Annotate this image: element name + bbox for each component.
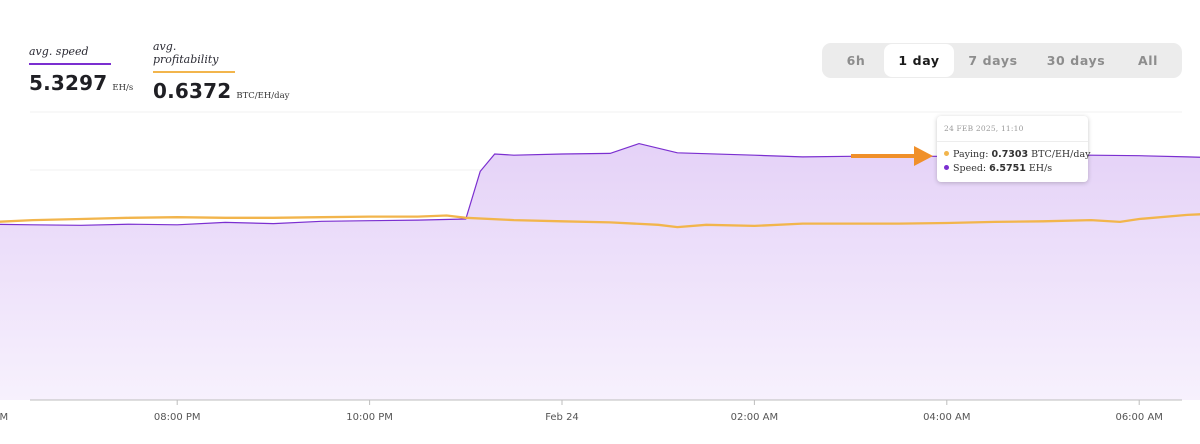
tooltip-speed-value: 6.5751 [989, 163, 1026, 174]
tooltip-paying-row: Paying: 0.7303 BTC/EH/day [944, 149, 1091, 160]
arrow-annotation [851, 146, 933, 166]
range-6h-button[interactable]: 6h [846, 53, 866, 68]
tooltip-divider [937, 141, 1088, 142]
x-tick-label: 02:00 AM [731, 412, 778, 423]
time-range-selector: 6h 1 day 7 days 30 days All [822, 43, 1182, 78]
tooltip-paying-label: Paying: [953, 149, 989, 160]
avg-speed-stat: avg. speed 5.3297 EH/s [29, 40, 133, 95]
tooltip-speed-row: Speed: 6.5751 EH/s [944, 163, 1052, 174]
range-7-days-button[interactable]: 7 days [968, 53, 1018, 68]
avg-speed-label: avg. speed [29, 45, 111, 65]
range-30-days-button[interactable]: 30 days [1046, 53, 1106, 68]
avg-profitability-label: avg. profitability [153, 40, 235, 73]
range-1-day-button[interactable]: 1 day [884, 44, 954, 77]
paying-dot-icon [944, 151, 949, 156]
tooltip-speed-label: Speed: [953, 163, 987, 174]
avg-speed-value: 5.3297 [29, 71, 108, 95]
speed-dot-icon [944, 165, 949, 170]
x-tick-label: Feb 24 [545, 412, 579, 423]
x-tick-label: 10:00 PM [346, 412, 393, 423]
tooltip-paying-unit: BTC/EH/day [1031, 149, 1091, 160]
avg-speed-unit: EH/s [112, 83, 134, 93]
chart-tooltip: 24 FEB 2025, 11:10 Paying: 0.7303 BTC/EH… [937, 116, 1091, 182]
paying-line [0, 213, 1200, 229]
range-all-button[interactable]: All [1137, 53, 1159, 68]
tooltip-paying-value: 0.7303 [991, 149, 1029, 160]
x-tick-label: 06:00 AM [1115, 412, 1162, 423]
speed-area [0, 143, 1200, 400]
x-tick-label: 04:00 AM [923, 412, 970, 423]
avg-profitability-unit: BTC/EH/day [236, 91, 290, 101]
tooltip-speed-unit: EH/s [1028, 163, 1053, 174]
x-tick-label: 08:00 PM [154, 412, 201, 423]
avg-profitability-stat: avg. profitability 0.6372 BTC/EH/day [153, 40, 289, 103]
speed-line [0, 142, 1200, 226]
x-tick-label: 06:00 PM [0, 412, 8, 423]
avg-profitability-value: 0.6372 [153, 79, 232, 103]
tooltip-date: 24 FEB 2025, 11:10 [944, 124, 1024, 133]
